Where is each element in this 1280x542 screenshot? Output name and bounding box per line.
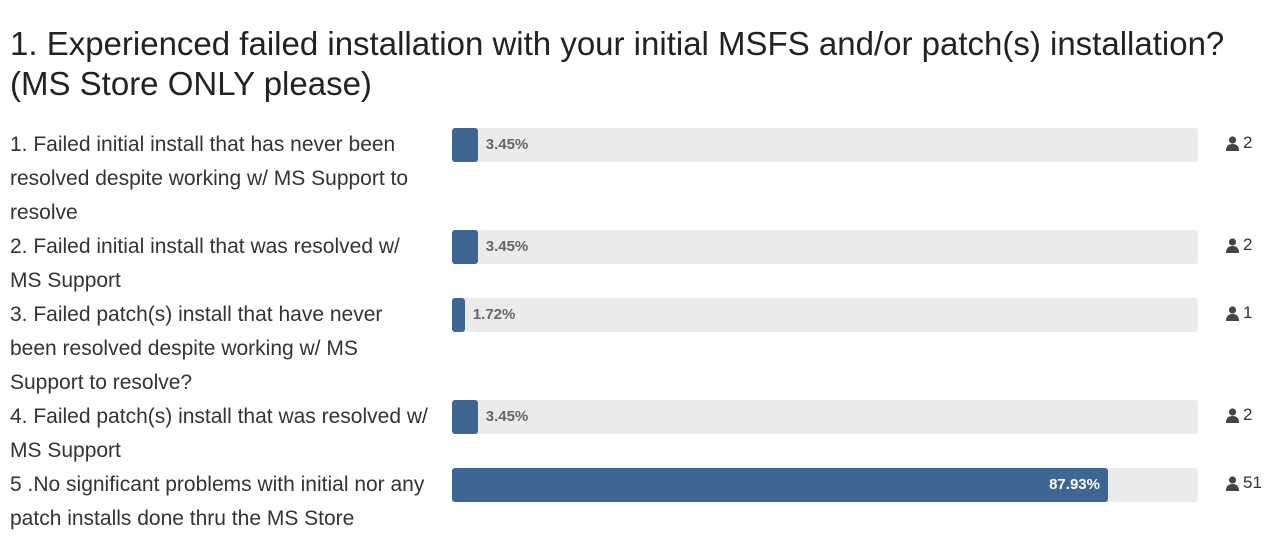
count-text: 1 xyxy=(1243,303,1253,322)
bar-track: 3.45% xyxy=(452,230,1198,264)
poll-option: 2. Failed initial install that was resol… xyxy=(0,230,1280,298)
bar-track: 1.72% xyxy=(452,298,1198,332)
option-label: 5 .No significant problems with initial … xyxy=(10,473,425,530)
vote-count: 51 xyxy=(1226,468,1262,498)
user-icon xyxy=(1226,305,1239,321)
bar xyxy=(452,230,478,264)
value-label: 3.45% xyxy=(485,408,529,425)
option-label: 4. Failed patch(s) install that was reso… xyxy=(10,405,428,462)
value-label: 87.93% xyxy=(1049,476,1100,493)
poll-title: 1. Experienced failed installation with … xyxy=(10,25,1225,102)
count-text: 51 xyxy=(1243,473,1262,492)
poll-option: 1. Failed initial install that has never… xyxy=(0,128,1280,230)
vote-count: 2 xyxy=(1226,400,1252,430)
poll-option: 5 .No significant problems with initial … xyxy=(0,468,1280,536)
bar xyxy=(452,128,478,162)
bar xyxy=(452,298,465,332)
vote-count: 1 xyxy=(1226,298,1252,328)
bar-track: 3.45% xyxy=(452,128,1198,162)
bar xyxy=(452,468,1108,502)
poll-options: 1. Failed initial install that has never… xyxy=(0,128,1280,536)
option-label: 1. Failed initial install that has never… xyxy=(10,133,409,224)
count-text: 2 xyxy=(1243,235,1253,254)
value-label: 3.45% xyxy=(485,238,529,255)
count-text: 2 xyxy=(1243,405,1253,424)
option-label: 2. Failed initial install that was resol… xyxy=(10,235,400,292)
bar-track: 87.93% xyxy=(452,468,1198,502)
user-icon xyxy=(1226,135,1239,151)
user-icon xyxy=(1226,237,1239,253)
vote-count: 2 xyxy=(1226,128,1252,158)
option-label: 3. Failed patch(s) install that have nev… xyxy=(10,303,383,394)
user-icon xyxy=(1226,475,1239,491)
bar-track: 3.45% xyxy=(452,400,1198,434)
poll-option: 4. Failed patch(s) install that was reso… xyxy=(0,400,1280,468)
bar xyxy=(452,400,478,434)
poll-option: 3. Failed patch(s) install that have nev… xyxy=(0,298,1280,400)
value-label: 1.72% xyxy=(472,306,516,323)
vote-count: 2 xyxy=(1226,230,1252,260)
user-icon xyxy=(1226,407,1239,423)
value-label: 3.45% xyxy=(485,136,529,153)
count-text: 2 xyxy=(1243,133,1253,152)
